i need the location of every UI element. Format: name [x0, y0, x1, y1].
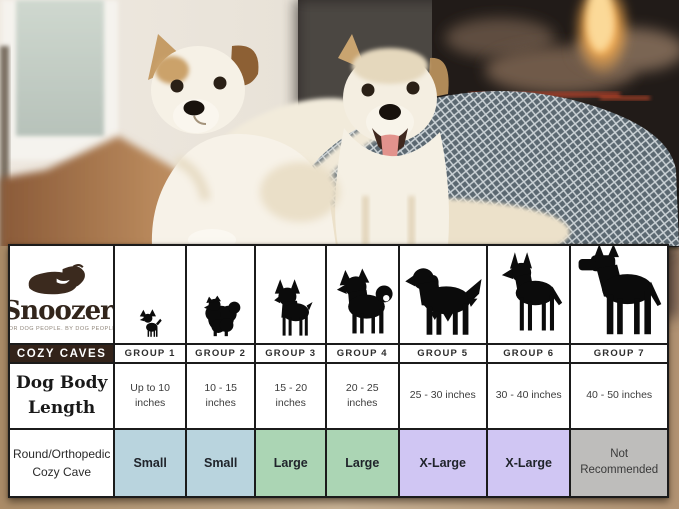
- length-group-5: 25 - 30 inches: [397, 362, 486, 428]
- length-group-1: Up to 10 inches: [113, 362, 185, 428]
- length-group-4: 20 - 25 inches: [325, 362, 398, 428]
- group-5-icon-cell: [397, 246, 486, 343]
- length-group-6: 30 - 40 inches: [485, 362, 570, 428]
- group-6-icon-cell: [485, 246, 570, 343]
- group-7-label: GROUP 7: [569, 343, 667, 362]
- size-group-6: X-Large: [485, 428, 570, 496]
- body-length-row-header: Dog Body Length: [10, 362, 114, 428]
- chihuahua-silhouette-icon: [139, 309, 162, 337]
- boston-terrier-silhouette-icon: [273, 279, 313, 336]
- length-group-3: 15 - 20 inches: [254, 362, 325, 428]
- left-dog: [148, 34, 340, 253]
- length-group-2: 10 - 15 inches: [184, 362, 255, 428]
- group-2-icon-cell: [184, 246, 255, 343]
- size-group-2: Small: [184, 428, 255, 496]
- group-1-icon-cell: [113, 246, 185, 343]
- group-4-label: GROUP 4: [325, 343, 398, 362]
- doberman-silhouette-icon: [501, 252, 563, 331]
- size-group-3: Large: [254, 428, 325, 496]
- length-group-7: 40 - 50 inches: [569, 362, 667, 428]
- size-group-4: Large: [325, 428, 398, 496]
- golden-retriever-silhouette-icon: [405, 268, 482, 335]
- right-dog: [335, 34, 449, 246]
- group-2-label: GROUP 2: [184, 343, 255, 362]
- group-4-icon-cell: [325, 246, 398, 343]
- group-1-label: GROUP 1: [113, 343, 185, 362]
- shiba-inu-silhouette-icon: [336, 268, 393, 334]
- group-3-label: GROUP 3: [254, 343, 325, 362]
- group-7-icon-cell: [569, 246, 666, 343]
- group-3-icon-cell: [254, 246, 325, 343]
- group-6-label: GROUP 6: [485, 343, 570, 362]
- size-group-5: X-Large: [397, 428, 486, 496]
- pomeranian-silhouette-icon: [203, 295, 240, 337]
- size-group-7: Not Recommended: [569, 428, 667, 496]
- brand-tagline: FOR DOG PEOPLE. BY DOG PEOPLE.: [10, 325, 114, 332]
- snoozer-sleeping-dog-logo-icon: [28, 263, 85, 294]
- product-row-header: Round/Orthopedic Cozy Cave: [10, 428, 114, 496]
- collection-header: COZY CAVES: [10, 343, 114, 362]
- brand-name: Snoozer®: [10, 298, 113, 324]
- great-dane-silhouette-icon: [578, 246, 662, 335]
- size-chart-table: Snoozer® FOR DOG PEOPLE. BY DOG PEOPLE.: [8, 244, 669, 498]
- size-group-1: Small: [113, 428, 185, 496]
- brand-logo: Snoozer® FOR DOG PEOPLE. BY DOG PEOPLE.: [10, 246, 113, 343]
- group-5-label: GROUP 5: [397, 343, 486, 362]
